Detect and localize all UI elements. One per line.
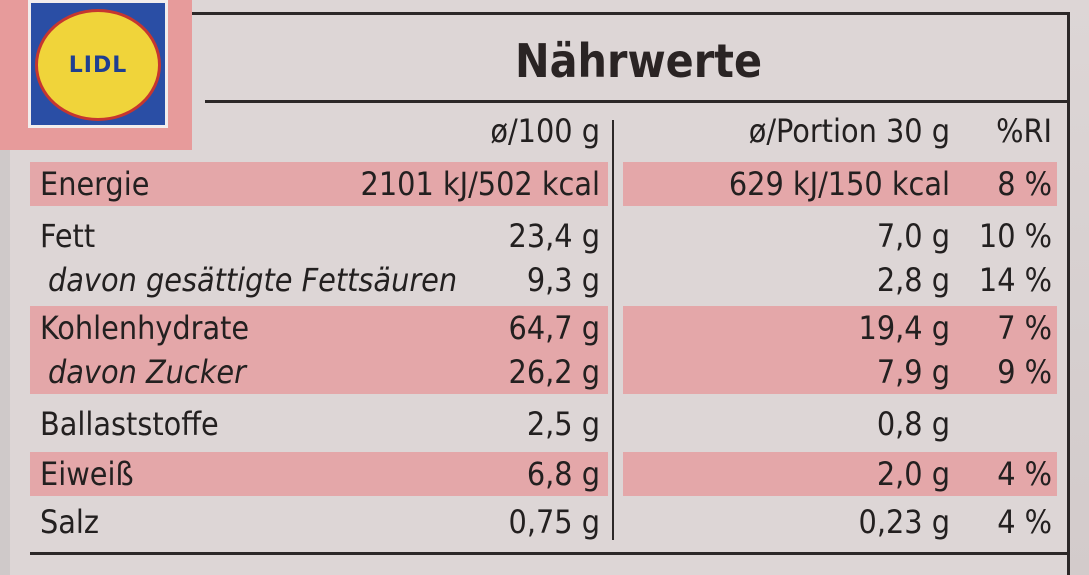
value-portion: 2,8 g — [876, 261, 950, 299]
left-strip — [0, 150, 10, 575]
value-portion: 7,0 g — [876, 217, 950, 255]
value-portion: 0,8 g — [876, 405, 950, 443]
value-ri: 8 % — [997, 165, 1052, 203]
table-row: davon Zucker 26,2 g 7,9 g 9 % — [30, 350, 1070, 394]
table-row: Fett 23,4 g 7,0 g 10 % — [30, 214, 1070, 258]
value-portion: 2,0 g — [876, 455, 950, 493]
nutrient-label: Eiweiß — [40, 455, 134, 493]
table-row: Energie 2101 kJ/502 kcal 629 kJ/150 kcal 8 … — [30, 162, 1070, 206]
row-shading-left — [30, 162, 608, 206]
lidl-logo: LIDL — [28, 0, 168, 128]
value-portion: 7,9 g — [876, 353, 950, 391]
header-row: ø/100 g ø/Portion 30 g %RI — [30, 112, 1070, 156]
row-shading-left — [30, 350, 608, 394]
value-ri: 10 % — [978, 217, 1052, 255]
lidl-logo-text: LIDL — [68, 52, 128, 78]
column-header-portion: ø/Portion 30 g — [748, 112, 950, 150]
table-row: Ballaststoffe 2,5 g 0,8 g — [30, 402, 1070, 446]
column-header-per100: ø/100 g — [490, 112, 600, 150]
nutrient-label: Kohlenhydrate — [40, 309, 250, 347]
title-divider — [205, 100, 1067, 103]
value-per100: 26,2 g — [508, 353, 601, 391]
value-per100: 23,4 g — [508, 217, 601, 255]
column-header-ri: %RI — [996, 112, 1052, 150]
logo-background: LIDL — [0, 0, 192, 150]
table-row: Kohlenhydrate 64,7 g 19,4 g 7 % — [30, 306, 1070, 350]
table-title: Nährwerte — [515, 34, 763, 88]
nutrient-label: Fett — [40, 217, 96, 255]
nutrient-label: Salz — [40, 503, 100, 541]
value-portion: 629 kJ/150 kcal — [728, 165, 950, 203]
value-portion: 0,23 g — [858, 503, 951, 541]
value-per100: 2101 kJ/502 kcal — [360, 165, 600, 203]
value-ri: 4 % — [997, 455, 1052, 493]
row-shading-right — [623, 162, 1057, 206]
value-per100: 6,8 g — [526, 455, 600, 493]
row-shading-right — [623, 306, 1057, 350]
row-shading-right — [623, 452, 1057, 496]
nutrient-label: Ballaststoffe — [40, 405, 219, 443]
table-row: Salz 0,75 g 0,23 g 4 % — [30, 500, 1070, 544]
value-per100: 0,75 g — [508, 503, 601, 541]
table-row: Eiweiß 6,8 g 2,0 g 4 % — [30, 452, 1070, 496]
value-ri: 9 % — [997, 353, 1052, 391]
nutrient-label: davon Zucker — [48, 353, 246, 391]
value-portion: 19,4 g — [858, 309, 951, 347]
row-shading-left — [30, 306, 608, 350]
row-shading-left — [30, 452, 608, 496]
value-ri: 4 % — [997, 503, 1052, 541]
column-divider — [612, 120, 614, 540]
value-per100: 64,7 g — [508, 309, 601, 347]
row-shading-right — [623, 350, 1057, 394]
value-ri: 14 % — [978, 261, 1052, 299]
nutrient-label: Energie — [40, 165, 150, 203]
value-per100: 2,5 g — [526, 405, 600, 443]
bottom-divider — [30, 552, 1070, 555]
value-ri: 7 % — [997, 309, 1052, 347]
table-row: davon gesättigte Fettsäuren 9,3 g 2,8 g 14 … — [30, 258, 1070, 302]
lidl-logo-disc: LIDL — [35, 9, 161, 121]
nutrient-label: davon gesättigte Fettsäuren — [48, 261, 458, 299]
value-per100: 9,3 g — [526, 261, 600, 299]
